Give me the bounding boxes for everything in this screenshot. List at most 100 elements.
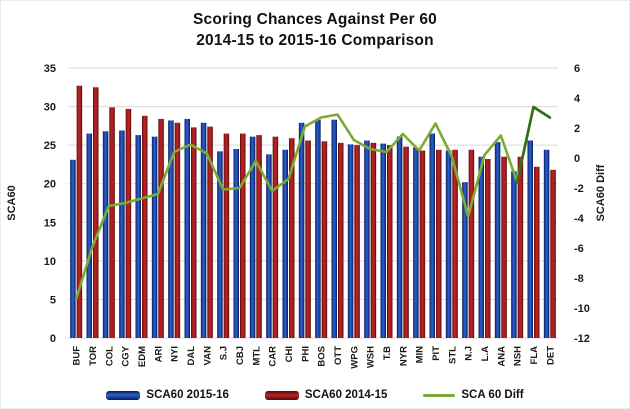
bar-sca60-2015-16 (135, 135, 141, 338)
legend: SCA60 2015-16 SCA60 2014-15 SCA 60 Diff (0, 386, 630, 404)
x-axis-label: VAN (202, 346, 213, 365)
chart-title-line1: Scoring Chances Against Per 60 (192, 11, 438, 28)
legend-label-sca60-2014-15: SCA60 2014-15 (304, 389, 388, 401)
right-axis-tick-label: -8 (574, 273, 584, 285)
bar-sca60-2015-16 (168, 120, 174, 338)
left-axis-tick-label: 0 (50, 333, 56, 345)
bar-sca60-2015-16 (200, 122, 207, 339)
bar-sca60-2014-15 (485, 159, 491, 338)
left-axis-tick-label: 20 (44, 179, 56, 191)
bar-sca60-2014-15 (256, 135, 262, 338)
left-axis-tick-label: 10 (44, 256, 56, 268)
left-axis-title: SCA60 (6, 185, 18, 220)
left-axis-tick-label: 35 (44, 63, 56, 75)
bar-sca60-2015-16 (102, 131, 109, 338)
bar-sca60-2015-16 (184, 118, 190, 339)
left-axis-tick-label: 5 (50, 294, 56, 306)
legend-label-sca60-diff: SCA 60 Diff (461, 389, 524, 401)
x-axis-label: TOR (88, 346, 99, 366)
bar-sca60-2014-15 (305, 140, 311, 338)
x-axis-label: CHI (284, 346, 295, 362)
bar-sca60-2015-16 (282, 149, 288, 338)
bar-sca60-2015-16 (298, 122, 305, 339)
bar-sca60-2015-16 (266, 154, 272, 338)
bar-sca60-2014-15 (191, 127, 197, 339)
bar-sca60-2015-16 (429, 133, 435, 338)
legend-swatch-blue-bar-icon (106, 390, 141, 400)
bar-sca60-2015-16 (70, 159, 76, 338)
legend-item-sca60-2014-15: SCA60 2014-15 (264, 389, 388, 401)
x-axis-label: PHI (300, 346, 311, 362)
right-axis-tick-label: -4 (574, 213, 585, 225)
x-axis-label: NYR (398, 346, 409, 366)
bar-sca60-2014-15 (534, 166, 540, 338)
right-axis-title: SCA60 Diff (595, 164, 607, 221)
x-axis-label: CGY (121, 345, 132, 366)
bar-sca60-2015-16 (347, 144, 354, 338)
bar-sca60-2014-15 (109, 107, 115, 338)
chart-title-line2: 2014-15 to 2015-16 Comparison (196, 32, 434, 49)
right-axis-tick-label: -6 (574, 243, 584, 255)
bar-sca60-2015-16 (217, 151, 223, 338)
legend-item-sca60-2015-16: SCA60 2015-16 (106, 389, 229, 401)
bar-sca60-2014-15 (321, 141, 328, 338)
bar-sca60-2014-15 (501, 156, 507, 338)
x-axis-label: ANA (496, 346, 507, 367)
x-axis-label: EDM (137, 346, 148, 367)
bar-sca60-2015-16 (364, 140, 370, 338)
diff-line-dark-tail (515, 105, 552, 184)
x-axis-label: MIN (415, 346, 426, 364)
x-axis-label: BOS (317, 346, 328, 367)
bar-sca60-2014-15 (272, 136, 279, 338)
x-axis-label: PIT (431, 346, 442, 361)
x-axis-label: CBJ (235, 346, 246, 365)
bar-sca60-2015-16 (233, 149, 239, 338)
bar-sca60-2015-16 (413, 147, 419, 338)
x-axis-label: WSH (366, 346, 377, 368)
x-axis-label: ARI (153, 346, 164, 362)
x-axis-label: N.J (464, 346, 475, 361)
x-axis-label: OTT (333, 346, 344, 365)
x-axis-label: L.A (480, 346, 491, 361)
bar-sca60-2014-15 (223, 133, 230, 338)
bar-sca60-2015-16 (543, 149, 550, 338)
right-axis-tick-label: -10 (574, 303, 590, 315)
bar-sca60-2015-16 (86, 133, 92, 338)
bar-sca60-2014-15 (125, 108, 132, 338)
bar-sca60-2014-15 (289, 138, 295, 338)
right-axis-tick-label: -12 (574, 333, 590, 345)
bar-sca60-2014-15 (93, 87, 99, 339)
bar-sca60-2014-15 (370, 142, 377, 338)
x-axis-label: T.B (382, 346, 393, 360)
x-axis-label: NSH (513, 346, 524, 366)
bar-sca60-2014-15 (403, 146, 409, 338)
bar-sca60-2015-16 (478, 156, 484, 338)
legend-item-sca60-diff: SCA 60 Diff (423, 389, 524, 401)
bar-sca60-2015-16 (315, 119, 321, 338)
right-axis-tick-label: 0 (574, 153, 580, 165)
bar-sca60-2015-16 (331, 119, 337, 338)
bar-sca60-2014-15 (517, 156, 524, 338)
bar-sca60-2015-16 (445, 150, 452, 338)
bar-sca60-2014-15 (452, 149, 458, 338)
bar-sca60-2014-15 (174, 122, 181, 339)
bar-sca60-2014-15 (158, 118, 164, 339)
legend-swatch-green-line-icon (423, 393, 456, 397)
bar-sca60-2015-16 (527, 140, 533, 338)
left-axis-tick-label: 15 (44, 217, 56, 229)
chart-title: Scoring Chances Against Per 60 2014-15 t… (0, 9, 630, 51)
bar-sca60-2014-15 (240, 133, 246, 338)
bar-sca60-2015-16 (119, 130, 125, 338)
bar-sca60-2015-16 (380, 143, 386, 338)
bar-sca60-2015-16 (462, 182, 468, 338)
x-axis-label: FLA (529, 346, 540, 365)
bar-sca60-2015-16 (511, 171, 517, 338)
left-axis-tick-label: 25 (44, 140, 56, 152)
x-axis-label: WPG (349, 346, 360, 369)
bar-sca60-2014-15 (468, 149, 475, 338)
x-axis-label: BUF (72, 346, 83, 366)
right-axis-tick-label: 2 (574, 123, 580, 135)
legend-label-sca60-2015-16: SCA60 2015-16 (146, 389, 229, 401)
bar-sca60-2014-15 (354, 145, 360, 338)
